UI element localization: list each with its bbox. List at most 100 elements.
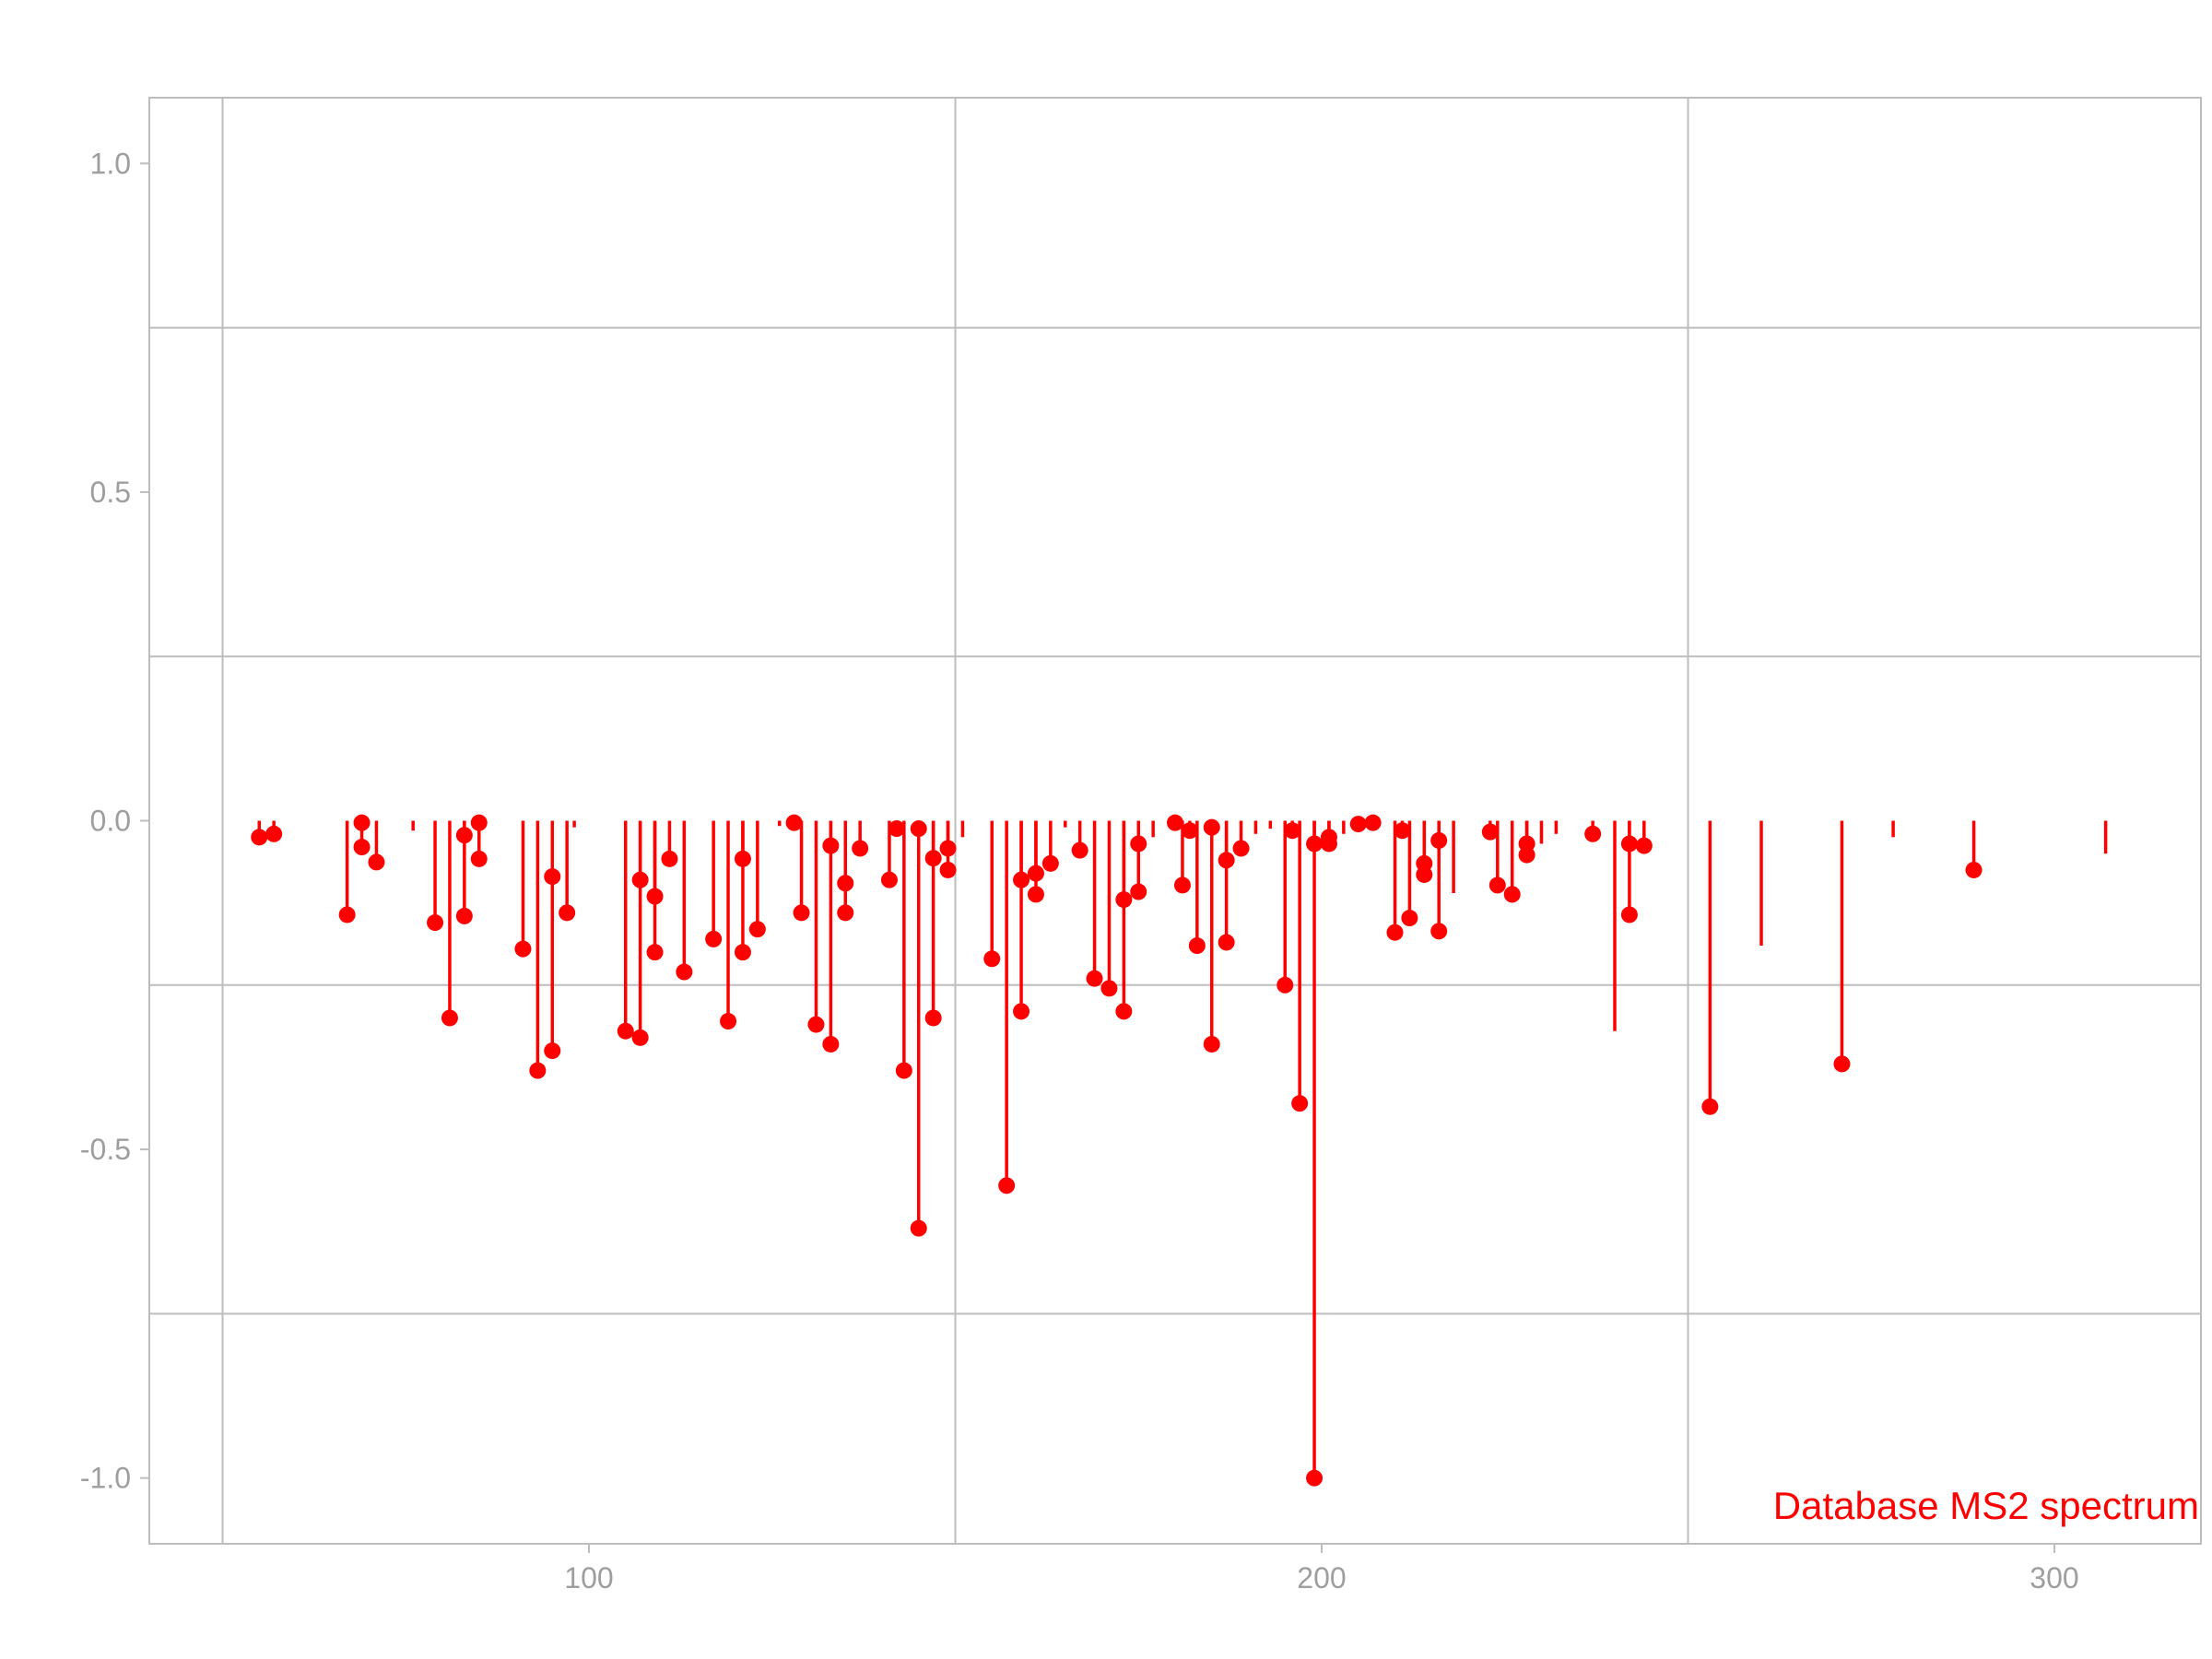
peak-point-0-28 xyxy=(748,921,766,938)
peak-point-0-70 xyxy=(1284,822,1301,840)
peak-point-0-80 xyxy=(1401,910,1418,927)
peak-point-0-32 xyxy=(822,837,840,854)
peak-point-0-78 xyxy=(1386,924,1404,941)
peak-point-0-10 xyxy=(470,814,488,831)
peak-point-0-50 xyxy=(1027,865,1044,882)
spectrum-annotation: Database MS2 spectrum xyxy=(1773,1484,2199,1527)
peak-point-0-34 xyxy=(837,904,854,922)
spectrum-points xyxy=(251,814,1983,1487)
peak-point-0-59 xyxy=(1130,835,1147,853)
peak-point-0-56 xyxy=(1115,1003,1133,1020)
peak-point-0-26 xyxy=(734,850,751,867)
peak-point-0-22 xyxy=(661,850,678,867)
peak-point-0-51 xyxy=(1027,886,1044,903)
peak-point-0-89 xyxy=(1518,846,1535,864)
peak-point-0-76 xyxy=(1349,816,1367,833)
peak-point-0-11 xyxy=(470,850,488,867)
peak-point-0-35 xyxy=(837,875,854,892)
peak-point-0-23 xyxy=(676,963,693,981)
peak-point-0-67 xyxy=(1218,934,1235,951)
y-axis-ticks: 1.0 0.5 0.0 -0.5 -1.0 xyxy=(80,147,149,1495)
peak-point-0-58 xyxy=(1130,883,1147,900)
peak-point-0-27 xyxy=(734,944,751,961)
peak-point-0-96 xyxy=(1965,861,1983,878)
peak-point-0-87 xyxy=(1503,886,1521,903)
peak-point-0-94 xyxy=(1701,1098,1719,1115)
peak-point-0-8 xyxy=(455,827,473,844)
peak-point-0-1 xyxy=(265,825,283,842)
peak-point-0-0 xyxy=(251,829,268,846)
peak-point-0-14 xyxy=(544,868,561,886)
peak-point-0-7 xyxy=(441,1009,458,1027)
peak-point-0-85 xyxy=(1481,823,1499,841)
peak-point-0-55 xyxy=(1100,980,1118,997)
peak-point-0-82 xyxy=(1416,865,1433,883)
peak-point-0-63 xyxy=(1188,937,1206,955)
peak-point-0-44 xyxy=(939,840,957,857)
peak-point-0-54 xyxy=(1086,970,1103,987)
peak-point-0-65 xyxy=(1203,818,1220,836)
peak-point-0-29 xyxy=(785,814,803,831)
peak-point-0-25 xyxy=(720,1013,737,1030)
peak-point-0-73 xyxy=(1306,835,1324,853)
peak-point-0-21 xyxy=(646,888,664,905)
peak-point-0-60 xyxy=(1167,814,1183,831)
peak-point-0-68 xyxy=(1232,840,1250,857)
peak-point-0-9 xyxy=(455,907,473,924)
peak-point-0-24 xyxy=(705,930,723,947)
peak-point-0-5 xyxy=(368,853,385,871)
peak-point-0-64 xyxy=(1203,1035,1220,1053)
peak-point-0-4 xyxy=(353,839,371,856)
peak-point-0-77 xyxy=(1364,814,1382,831)
x-axis-ticks: 100 200 300 xyxy=(564,1544,2079,1594)
peak-point-0-46 xyxy=(983,950,1001,968)
peak-point-0-93 xyxy=(1635,837,1653,854)
peak-point-0-43 xyxy=(924,850,942,867)
grid-lines xyxy=(149,98,2201,1544)
peak-point-0-47 xyxy=(998,1177,1016,1194)
peak-point-0-92 xyxy=(1620,906,1638,924)
peak-point-0-72 xyxy=(1306,1469,1324,1487)
peak-point-0-3 xyxy=(353,814,371,831)
peak-point-0-53 xyxy=(1071,841,1088,859)
y-tick-label-2: 0.0 xyxy=(90,805,131,838)
peak-point-0-42 xyxy=(924,1009,942,1027)
peak-point-0-12 xyxy=(514,940,532,958)
peak-point-0-18 xyxy=(631,1029,649,1046)
peak-point-0-19 xyxy=(631,871,649,888)
peak-point-0-13 xyxy=(529,1062,547,1079)
peak-point-0-75 xyxy=(1320,835,1337,853)
peak-point-0-71 xyxy=(1291,1095,1309,1112)
peak-point-0-15 xyxy=(544,1042,561,1060)
peak-point-0-38 xyxy=(888,820,905,838)
y-tick-label-3: -0.5 xyxy=(80,1133,131,1166)
peak-point-0-86 xyxy=(1488,877,1506,894)
peak-point-0-84 xyxy=(1430,923,1448,940)
peak-point-0-90 xyxy=(1584,825,1602,842)
x-tick-label-0: 100 xyxy=(564,1561,613,1594)
peak-point-0-36 xyxy=(852,840,869,857)
peak-point-0-30 xyxy=(793,904,810,922)
peak-point-0-95 xyxy=(1833,1055,1851,1073)
peak-point-0-62 xyxy=(1181,822,1198,840)
peak-point-0-31 xyxy=(807,1016,825,1033)
peak-point-0-61 xyxy=(1173,877,1191,894)
peak-point-0-41 xyxy=(910,820,927,838)
peak-point-0-37 xyxy=(880,871,898,888)
y-tick-label-1: 0.5 xyxy=(90,476,131,509)
peak-point-0-20 xyxy=(646,944,664,961)
y-tick-label-0: 1.0 xyxy=(90,147,131,180)
peak-point-0-2 xyxy=(338,906,356,924)
peak-point-0-66 xyxy=(1218,852,1235,869)
peak-point-0-49 xyxy=(1013,1003,1030,1020)
peak-point-0-45 xyxy=(939,861,957,878)
x-tick-label-1: 200 xyxy=(1297,1561,1346,1594)
peak-point-0-91 xyxy=(1620,835,1638,853)
peak-point-0-33 xyxy=(822,1035,840,1053)
peak-point-0-57 xyxy=(1115,891,1133,909)
x-tick-label-2: 300 xyxy=(2030,1561,2078,1594)
peak-point-0-16 xyxy=(559,904,576,922)
peak-point-0-83 xyxy=(1430,831,1448,849)
